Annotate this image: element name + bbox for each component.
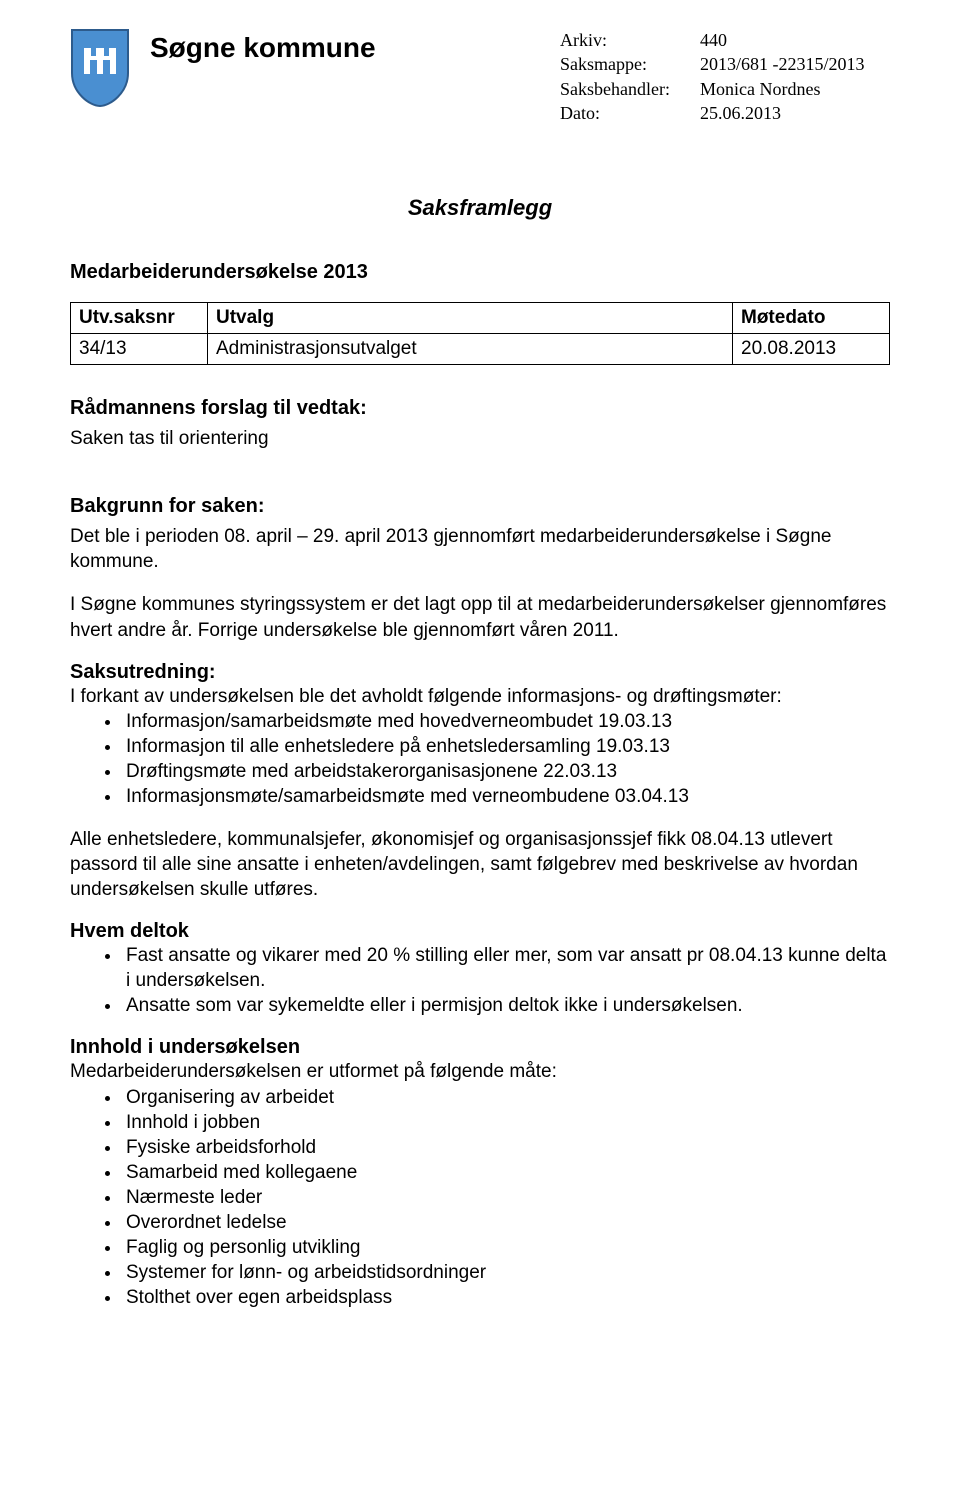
case-table: Utv.saksnr Utvalg Møtedato 34/13 Adminis…: [70, 302, 890, 365]
table-header-row: Utv.saksnr Utvalg Møtedato: [71, 303, 890, 334]
heading-saksutredning: Saksutredning:: [70, 661, 890, 684]
th-saksnr: Utv.saksnr: [71, 303, 208, 334]
case-subject: Medarbeiderundersøkelse 2013: [70, 261, 890, 284]
case-meta-block: Arkiv: 440 Saksmappe: 2013/681 -22315/20…: [560, 28, 890, 125]
list-item: Fysiske arbeidsforhold: [122, 1135, 890, 1160]
td-saksnr: 34/13: [71, 334, 208, 365]
td-utvalg: Administrasjonsutvalget: [208, 334, 733, 365]
meta-label: Saksmappe:: [560, 52, 700, 76]
bakgrunn-p2: I Søgne kommunes styringssystem er det l…: [70, 592, 890, 642]
heading-innhold: Innhold i undersøkelsen: [70, 1036, 890, 1059]
list-item: Fast ansatte og vikarer med 20 % stillin…: [122, 943, 890, 993]
bakgrunn-p1: Det ble i perioden 08. april – 29. april…: [70, 524, 890, 574]
td-motedato: 20.08.2013: [733, 334, 890, 365]
saksutredning-para: Alle enhetsledere, kommunalsjefer, økono…: [70, 827, 890, 902]
list-item: Drøftingsmøte med arbeidstakerorganisasj…: [122, 759, 890, 784]
list-item: Stolthet over egen arbeidsplass: [122, 1285, 890, 1310]
meta-row-saksmappe: Saksmappe: 2013/681 -22315/2013: [560, 52, 890, 76]
list-item: Informasjonsmøte/samarbeidsmøte med vern…: [122, 784, 890, 809]
document-type-title: Saksframlegg: [70, 195, 890, 221]
list-item: Systemer for lønn- og arbeidstidsordning…: [122, 1260, 890, 1285]
list-item: Faglig og personlig utvikling: [122, 1235, 890, 1260]
list-item: Innhold i jobben: [122, 1110, 890, 1135]
heading-hvem: Hvem deltok: [70, 920, 890, 943]
header-row: Søgne kommune Arkiv: 440 Saksmappe: 2013…: [70, 28, 890, 125]
meta-row-arkiv: Arkiv: 440: [560, 28, 890, 52]
meta-row-dato: Dato: 25.06.2013: [560, 101, 890, 125]
list-item: Overordnet ledelse: [122, 1210, 890, 1235]
hvem-list: Fast ansatte og vikarer med 20 % stillin…: [70, 943, 890, 1018]
innhold-intro: Medarbeiderundersøkelsen er utformet på …: [70, 1059, 890, 1084]
castle-icon: [84, 48, 116, 74]
document-page: Søgne kommune Arkiv: 440 Saksmappe: 2013…: [0, 0, 960, 1509]
meta-label: Dato:: [560, 101, 700, 125]
forslag-text: Saken tas til orientering: [70, 426, 890, 451]
innhold-list: Organisering av arbeidet Innhold i jobbe…: [70, 1085, 890, 1311]
saksutredning-intro: I forkant av undersøkelsen ble det avhol…: [70, 684, 890, 709]
list-item: Informasjon til alle enhetsledere på enh…: [122, 734, 890, 759]
meta-label: Arkiv:: [560, 28, 700, 52]
list-item: Nærmeste leder: [122, 1185, 890, 1210]
th-motedato: Møtedato: [733, 303, 890, 334]
list-item: Samarbeid med kollegaene: [122, 1160, 890, 1185]
meta-value: 2013/681 -22315/2013: [700, 52, 865, 76]
meta-value: 25.06.2013: [700, 101, 781, 125]
municipality-logo: [70, 28, 130, 108]
table-row: 34/13 Administrasjonsutvalget 20.08.2013: [71, 334, 890, 365]
heading-bakgrunn: Bakgrunn for saken:: [70, 495, 890, 518]
list-item: Ansatte som var sykemeldte eller i permi…: [122, 993, 890, 1018]
meta-row-saksbehandler: Saksbehandler: Monica Nordnes: [560, 77, 890, 101]
th-utvalg: Utvalg: [208, 303, 733, 334]
list-item: Organisering av arbeidet: [122, 1085, 890, 1110]
meta-value: 440: [700, 28, 727, 52]
list-item: Informasjon/samarbeidsmøte med hovedvern…: [122, 709, 890, 734]
heading-forslag: Rådmannens forslag til vedtak:: [70, 397, 890, 420]
meta-label: Saksbehandler:: [560, 77, 700, 101]
municipality-name: Søgne kommune: [150, 28, 560, 64]
saksutredning-list: Informasjon/samarbeidsmøte med hovedvern…: [70, 709, 890, 809]
meta-value: Monica Nordnes: [700, 77, 820, 101]
